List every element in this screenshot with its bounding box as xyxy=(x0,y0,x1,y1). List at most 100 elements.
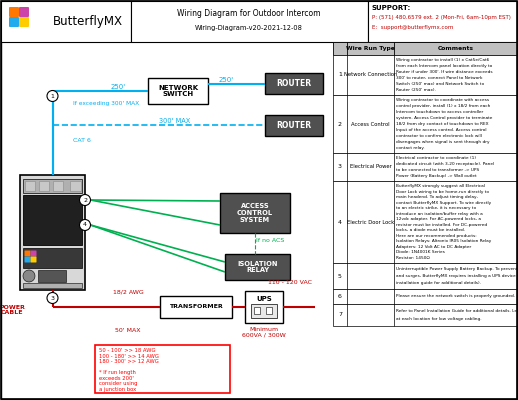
Bar xyxy=(333,181,517,263)
Text: ButterflyMX: ButterflyMX xyxy=(53,14,123,28)
Bar xyxy=(333,289,517,304)
Bar xyxy=(333,42,517,55)
Bar xyxy=(245,291,283,323)
Text: contact relay.: contact relay. xyxy=(396,146,425,150)
Circle shape xyxy=(47,90,58,102)
Text: TRANSFORMER: TRANSFORMER xyxy=(169,304,223,310)
Text: Diode: 1N4001K Series: Diode: 1N4001K Series xyxy=(396,250,445,254)
Text: ROUTER: ROUTER xyxy=(277,79,311,88)
Text: contact ButterflyMX Support. To wire directly: contact ButterflyMX Support. To wire dir… xyxy=(396,201,491,205)
Bar xyxy=(225,254,290,280)
Text: 50 - 100' >> 18 AWG: 50 - 100' >> 18 AWG xyxy=(99,348,155,353)
FancyBboxPatch shape xyxy=(9,7,19,17)
Text: 4: 4 xyxy=(338,220,342,224)
Text: contractor to confirm electronic lock will: contractor to confirm electronic lock wi… xyxy=(396,134,482,138)
Bar xyxy=(38,270,66,282)
Bar xyxy=(333,304,517,326)
Text: 50' MAX: 50' MAX xyxy=(115,328,141,332)
FancyBboxPatch shape xyxy=(24,256,31,262)
Text: Minimum
600VA / 300W: Minimum 600VA / 300W xyxy=(242,326,286,338)
Text: 100 - 180' >> 14 AWG: 100 - 180' >> 14 AWG xyxy=(99,354,159,359)
Bar xyxy=(333,95,517,153)
Text: 18/2 from dry contact of touchdown to REX: 18/2 from dry contact of touchdown to RE… xyxy=(396,122,488,126)
Text: to an electric strike, it is necessary to: to an electric strike, it is necessary t… xyxy=(396,206,476,210)
Text: UPS: UPS xyxy=(256,296,272,302)
Text: to be connected to transformer -> UPS: to be connected to transformer -> UPS xyxy=(396,168,479,172)
Bar xyxy=(70,181,81,191)
Text: disengages when signal is sent through dry: disengages when signal is sent through d… xyxy=(396,140,490,144)
Bar xyxy=(23,283,82,288)
Text: and surges, ButterflyMX requires installing a UPS device (see panel: and surges, ButterflyMX requires install… xyxy=(396,274,518,278)
Text: Refer to Panel Installation Guide for additional details. Leave 6' service loop: Refer to Panel Installation Guide for ad… xyxy=(396,309,518,313)
Text: Here are our recommended products:: Here are our recommended products: xyxy=(396,234,477,238)
Text: 2: 2 xyxy=(83,198,87,202)
Text: Adapters: 12 Volt AC to DC Adapter: Adapters: 12 Volt AC to DC Adapter xyxy=(396,245,471,249)
Circle shape xyxy=(23,270,35,282)
Text: Switch (250' max) and Network Switch to: Switch (250' max) and Network Switch to xyxy=(396,82,484,86)
Bar xyxy=(20,175,85,290)
Text: introduce an isolation/buffer relay with a: introduce an isolation/buffer relay with… xyxy=(396,212,483,216)
Text: P: (571) 480.6579 ext. 2 (Mon-Fri, 6am-10pm EST): P: (571) 480.6579 ext. 2 (Mon-Fri, 6am-1… xyxy=(372,16,511,20)
Text: installation guide for additional details).: installation guide for additional detail… xyxy=(396,281,481,285)
Text: Uninterruptible Power Supply Battery Backup. To prevent voltage drops: Uninterruptible Power Supply Battery Bac… xyxy=(396,267,518,271)
Bar xyxy=(333,153,517,181)
Bar xyxy=(160,296,232,318)
Text: POWER
CABLE: POWER CABLE xyxy=(0,305,25,315)
Text: Intercom touchdown to access controller: Intercom touchdown to access controller xyxy=(396,110,483,114)
Text: 110 - 120 VAC: 110 - 120 VAC xyxy=(268,280,312,286)
Text: locks, a diode must be installed.: locks, a diode must be installed. xyxy=(396,228,465,232)
Text: at each location for low voltage cabling.: at each location for low voltage cabling… xyxy=(396,317,482,321)
Text: 2: 2 xyxy=(338,122,342,126)
Text: 1: 1 xyxy=(338,72,342,78)
Text: system. Access Control provider to terminate: system. Access Control provider to termi… xyxy=(396,116,493,120)
Text: Wiring Diagram for Outdoor Intercom: Wiring Diagram for Outdoor Intercom xyxy=(177,10,321,18)
Bar xyxy=(266,307,272,314)
Text: Electrical Power: Electrical Power xyxy=(350,164,392,170)
Bar xyxy=(95,345,230,393)
Text: Electric Door Lock: Electric Door Lock xyxy=(347,220,394,224)
FancyBboxPatch shape xyxy=(24,250,31,256)
Text: 250': 250' xyxy=(110,84,125,90)
Bar xyxy=(251,304,277,318)
Bar xyxy=(23,195,82,245)
Bar xyxy=(254,307,260,314)
Text: E:  support@butterflymx.com: E: support@butterflymx.com xyxy=(372,26,453,30)
Text: Resistor: 1450Ω: Resistor: 1450Ω xyxy=(396,256,430,260)
Bar xyxy=(39,181,49,191)
Bar xyxy=(220,193,290,233)
Text: 4: 4 xyxy=(83,222,87,228)
Text: 1: 1 xyxy=(51,94,54,98)
Text: from each Intercom panel location directly to: from each Intercom panel location direct… xyxy=(396,64,492,68)
Bar xyxy=(25,181,35,191)
Text: NETWORK
SWITCH: NETWORK SWITCH xyxy=(158,84,198,98)
Text: 6: 6 xyxy=(338,294,342,299)
Text: consider using: consider using xyxy=(99,381,137,386)
FancyBboxPatch shape xyxy=(9,17,19,27)
Text: Wiring contractor to coordinate with access: Wiring contractor to coordinate with acc… xyxy=(396,98,489,102)
Text: ACCESS
CONTROL
SYSTEM: ACCESS CONTROL SYSTEM xyxy=(237,203,273,223)
Circle shape xyxy=(79,220,91,230)
Text: 180 - 300' >> 12 AWG: 180 - 300' >> 12 AWG xyxy=(99,359,159,364)
Bar xyxy=(23,179,82,193)
Text: SUPPORT:: SUPPORT: xyxy=(372,5,411,11)
Text: ISOLATION
RELAY: ISOLATION RELAY xyxy=(237,260,278,274)
Text: Router (250' max).: Router (250' max). xyxy=(396,88,436,92)
Text: 5: 5 xyxy=(338,274,342,278)
Text: 250': 250' xyxy=(219,77,234,83)
Text: 7: 7 xyxy=(338,312,342,318)
Text: ButterflyMX strongly suggest all Electrical: ButterflyMX strongly suggest all Electri… xyxy=(396,184,485,188)
Text: dedicated circuit (with 3-20 receptacle). Panel: dedicated circuit (with 3-20 receptacle)… xyxy=(396,162,494,166)
Text: 3: 3 xyxy=(50,296,54,300)
Text: 300' to router, connect Panel to Network: 300' to router, connect Panel to Network xyxy=(396,76,482,80)
Bar xyxy=(368,1,517,42)
Text: Please ensure the network switch is properly grounded.: Please ensure the network switch is prop… xyxy=(396,294,515,298)
Text: ROUTER: ROUTER xyxy=(277,121,311,130)
Bar xyxy=(53,181,63,191)
Text: 300' MAX: 300' MAX xyxy=(160,118,191,124)
Text: Wiring contractor to install (1) x Cat5e/Cat6: Wiring contractor to install (1) x Cat5e… xyxy=(396,58,489,62)
Text: Input of the access control. Access control: Input of the access control. Access cont… xyxy=(396,128,486,132)
Bar xyxy=(333,55,517,95)
Text: Power (Battery Backup) -> Wall outlet: Power (Battery Backup) -> Wall outlet xyxy=(396,174,477,178)
Text: Electrical contractor to coordinate (1): Electrical contractor to coordinate (1) xyxy=(396,156,476,160)
Text: CAT 6: CAT 6 xyxy=(73,138,91,142)
